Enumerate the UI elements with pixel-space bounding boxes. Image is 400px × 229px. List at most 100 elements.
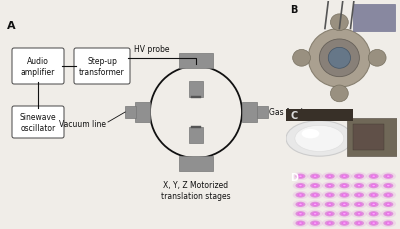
Circle shape	[371, 194, 376, 196]
Circle shape	[372, 176, 375, 177]
Circle shape	[343, 222, 346, 224]
Circle shape	[369, 202, 379, 207]
Circle shape	[325, 202, 335, 207]
Circle shape	[339, 174, 349, 179]
Circle shape	[369, 221, 379, 226]
Text: C: C	[290, 111, 298, 121]
Circle shape	[366, 210, 382, 218]
Circle shape	[369, 183, 379, 188]
Circle shape	[366, 191, 382, 199]
Circle shape	[336, 210, 352, 218]
Circle shape	[351, 210, 367, 218]
Circle shape	[302, 129, 319, 139]
Circle shape	[325, 221, 335, 226]
Text: A: A	[7, 21, 16, 31]
Circle shape	[296, 174, 306, 179]
Text: Step-up
transformer: Step-up transformer	[79, 57, 125, 77]
Circle shape	[383, 193, 393, 198]
Circle shape	[295, 126, 344, 152]
Circle shape	[356, 203, 362, 206]
Circle shape	[312, 212, 318, 215]
Circle shape	[328, 48, 350, 69]
Circle shape	[328, 194, 331, 196]
Circle shape	[386, 194, 391, 196]
Circle shape	[298, 184, 303, 187]
Circle shape	[354, 174, 364, 179]
Text: B: B	[290, 5, 298, 15]
FancyBboxPatch shape	[380, 14, 388, 21]
Circle shape	[322, 172, 338, 180]
Circle shape	[325, 193, 335, 198]
Circle shape	[366, 172, 382, 180]
Circle shape	[325, 174, 335, 179]
Circle shape	[383, 183, 393, 188]
FancyBboxPatch shape	[179, 54, 213, 69]
Circle shape	[339, 193, 349, 198]
Circle shape	[296, 211, 306, 216]
Circle shape	[286, 121, 353, 156]
Circle shape	[339, 183, 349, 188]
Circle shape	[293, 182, 308, 190]
Circle shape	[330, 86, 348, 102]
Circle shape	[299, 176, 302, 177]
Circle shape	[308, 29, 370, 88]
Circle shape	[351, 182, 367, 190]
Circle shape	[354, 202, 364, 207]
Circle shape	[319, 40, 359, 77]
Circle shape	[387, 222, 390, 224]
FancyBboxPatch shape	[12, 106, 64, 138]
Circle shape	[369, 211, 379, 216]
Circle shape	[342, 222, 347, 225]
Circle shape	[369, 193, 379, 198]
Circle shape	[371, 184, 376, 187]
Circle shape	[293, 200, 308, 209]
Circle shape	[310, 174, 320, 179]
Circle shape	[358, 222, 360, 224]
Circle shape	[296, 193, 306, 198]
Circle shape	[314, 194, 316, 196]
Circle shape	[358, 176, 360, 177]
Circle shape	[372, 194, 375, 196]
Circle shape	[327, 184, 332, 187]
Circle shape	[372, 222, 375, 224]
Circle shape	[307, 200, 323, 209]
Circle shape	[371, 212, 376, 215]
Circle shape	[342, 212, 347, 215]
Circle shape	[354, 183, 364, 188]
Circle shape	[371, 175, 376, 178]
Circle shape	[328, 176, 331, 177]
Circle shape	[322, 210, 338, 218]
Circle shape	[371, 222, 376, 225]
Circle shape	[307, 191, 323, 199]
Circle shape	[327, 175, 332, 178]
Circle shape	[322, 200, 338, 209]
Text: Sinewave
oscillator: Sinewave oscillator	[20, 112, 56, 132]
Circle shape	[356, 175, 362, 178]
Circle shape	[372, 185, 375, 186]
Circle shape	[314, 176, 316, 177]
Circle shape	[299, 213, 302, 215]
Circle shape	[327, 212, 332, 215]
Circle shape	[351, 219, 367, 227]
Circle shape	[358, 194, 360, 196]
Circle shape	[314, 185, 316, 186]
Circle shape	[387, 185, 390, 186]
Circle shape	[343, 176, 346, 177]
Circle shape	[299, 222, 302, 224]
Circle shape	[358, 204, 360, 205]
Circle shape	[386, 184, 391, 187]
Circle shape	[299, 204, 302, 205]
Circle shape	[351, 191, 367, 199]
Circle shape	[366, 200, 382, 209]
Circle shape	[386, 222, 391, 225]
Circle shape	[312, 184, 318, 187]
Text: HV probe: HV probe	[134, 45, 170, 54]
Circle shape	[372, 213, 375, 215]
Circle shape	[298, 222, 303, 225]
Circle shape	[386, 203, 391, 206]
Circle shape	[299, 194, 302, 196]
Circle shape	[368, 50, 386, 67]
FancyBboxPatch shape	[135, 102, 150, 123]
Circle shape	[387, 204, 390, 205]
Circle shape	[327, 194, 332, 196]
